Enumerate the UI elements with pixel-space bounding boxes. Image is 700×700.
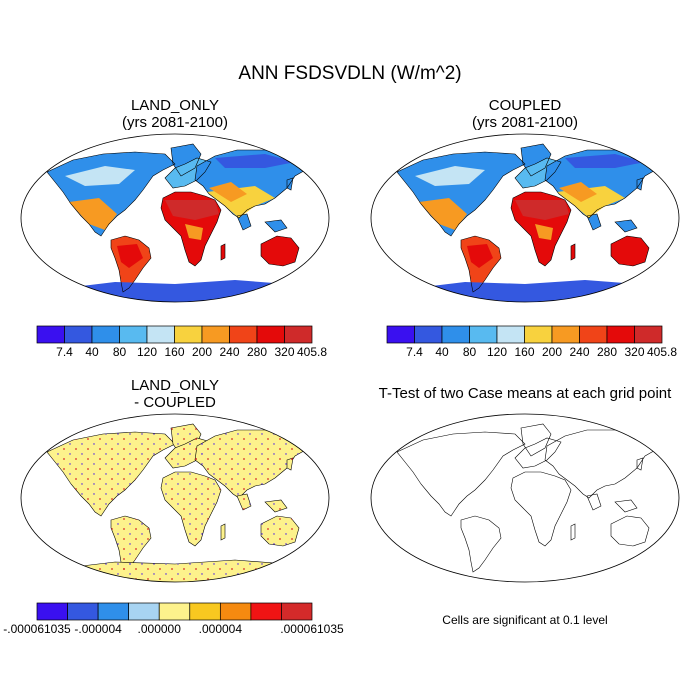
colorbar-land-only-label: 200 xyxy=(191,345,213,359)
colorbar-coupled-label: 40 xyxy=(435,345,449,359)
colorbar-land-only-label: 240 xyxy=(219,345,240,359)
colorbar-coupled-swatch xyxy=(414,325,443,344)
panel-title-line1: LAND_ONLY xyxy=(130,377,220,394)
map-outline-difference xyxy=(20,413,330,583)
colorbar-coupled-swatch xyxy=(579,325,608,344)
colorbar-difference-label: .000061035 xyxy=(280,622,344,636)
colorbar-coupled-swatch xyxy=(386,325,415,344)
colorbar-difference-swatch xyxy=(36,602,68,621)
map-coupled-body xyxy=(385,143,665,302)
colorbar-land-only-swatch xyxy=(284,325,313,344)
colorbar-difference-swatch xyxy=(158,602,191,621)
panel-title-land-only: LAND_ONLY (yrs 2081-2100) xyxy=(75,97,275,131)
map-outline-coupled xyxy=(370,133,680,303)
colorbar-coupled-label: 120 xyxy=(486,345,508,359)
colorbar-coupled xyxy=(386,325,663,344)
colorbar-land-only-swatch xyxy=(146,325,175,344)
panel-title-line2: (yrs 2081-2100) xyxy=(122,114,228,131)
colorbar-land-only-label: 405.8 xyxy=(296,345,328,359)
colorbar-land-only-label: 280 xyxy=(246,345,268,359)
colorbar-land-only-label: 320 xyxy=(274,345,295,359)
colorbar-coupled-swatch xyxy=(606,325,635,344)
panel-title-ttest: T-Test of two Case means at each grid po… xyxy=(378,385,672,402)
panel-title-line1: COUPLED xyxy=(488,97,562,114)
colorbar-land-only-swatch xyxy=(91,325,120,344)
figure-title: ANN FSDSVDLN (W/m^2) xyxy=(238,63,462,84)
colorbar-difference-label: .000004 xyxy=(198,622,243,636)
colorbar-difference-label: -.000004 xyxy=(74,622,122,636)
colorbar-coupled-label: 200 xyxy=(541,345,563,359)
colorbar-difference-swatch xyxy=(97,602,130,621)
coastlines-ttest xyxy=(396,423,660,573)
colorbar-coupled-swatch xyxy=(524,325,553,344)
colorbar-land-only xyxy=(36,325,313,344)
colorbar-coupled-label: 405.8 xyxy=(646,345,678,359)
colorbar-coupled-label: 160 xyxy=(514,345,535,359)
field-bands-coupled xyxy=(385,144,665,302)
colorbar-difference-label: .000000 xyxy=(137,622,181,636)
panel-title-line2: - COUPLED xyxy=(134,394,216,411)
map-difference-body xyxy=(34,423,316,582)
significance-note: Cells are significant at 0.1 level xyxy=(442,613,608,627)
colorbar-land-only-label: 160 xyxy=(164,345,185,359)
colorbar-difference-swatch xyxy=(281,602,313,621)
map-outline-ttest xyxy=(370,413,680,583)
colorbar-difference-swatch xyxy=(219,602,252,621)
colorbar-coupled-label: 320 xyxy=(624,345,645,359)
colorbar-coupled-swatch xyxy=(496,325,525,344)
colorbar-land-only-swatch xyxy=(201,325,230,344)
colorbar-difference-swatch xyxy=(67,602,99,621)
difference-noise-dots xyxy=(35,424,315,582)
colorbar-coupled-label: 7.4 xyxy=(406,345,423,359)
map-outline-land-only xyxy=(20,133,330,303)
colorbar-coupled-label: 240 xyxy=(569,345,590,359)
colorbar-land-only-swatch xyxy=(174,325,203,344)
colorbar-land-only-swatch xyxy=(229,325,258,344)
map-ttest-body xyxy=(396,423,660,573)
panel-title-coupled: COUPLED (yrs 2081-2100) xyxy=(425,97,625,131)
colorbar-land-only-swatch xyxy=(36,325,65,344)
field-bands-land-only xyxy=(35,144,315,302)
panel-title-difference: LAND_ONLY - COUPLED xyxy=(75,377,275,411)
colorbar-land-only-label: 40 xyxy=(85,345,99,359)
colorbar-land-only-label: 80 xyxy=(112,345,127,359)
colorbar-difference-swatch xyxy=(250,602,282,621)
colorbar-difference-label: -.000061035 xyxy=(3,622,71,636)
colorbar-land-only-label: 7.4 xyxy=(56,345,73,359)
colorbar-coupled-swatch xyxy=(469,325,498,344)
colorbar-land-only-swatch xyxy=(64,325,93,344)
colorbar-coupled-swatch xyxy=(551,325,580,344)
panel-title-line2: (yrs 2081-2100) xyxy=(472,114,578,131)
colorbar-coupled-swatch xyxy=(441,325,470,344)
panel-title-line1: LAND_ONLY xyxy=(130,97,220,114)
colorbar-coupled-label: 80 xyxy=(462,345,477,359)
colorbar-land-only-swatch xyxy=(119,325,148,344)
colorbar-coupled-label: 280 xyxy=(596,345,618,359)
map-land-only-body xyxy=(35,143,315,302)
colorbar-land-only-label: 120 xyxy=(136,345,158,359)
colorbar-difference-swatch xyxy=(128,602,160,621)
colorbar-difference-swatch xyxy=(189,602,221,621)
colorbar-difference xyxy=(36,602,313,621)
colorbar-coupled-swatch xyxy=(634,325,663,344)
colorbar-land-only-swatch xyxy=(256,325,285,344)
